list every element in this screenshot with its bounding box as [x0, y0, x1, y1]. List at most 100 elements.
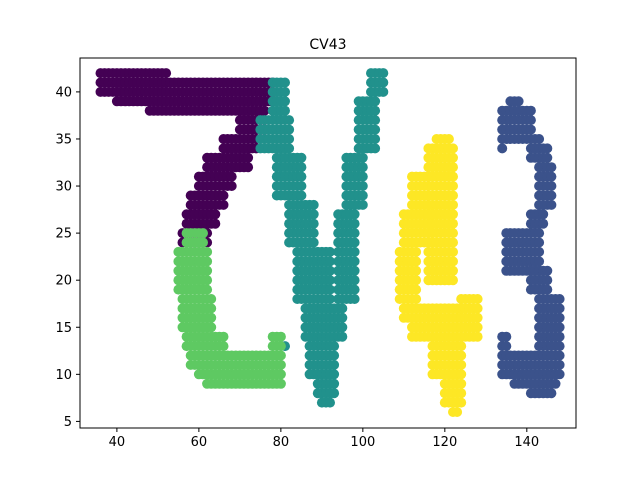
data-point	[259, 105, 270, 116]
data-point	[218, 331, 229, 342]
data-point	[448, 265, 458, 276]
data-point	[554, 341, 565, 352]
data-point	[378, 68, 389, 79]
series-1	[255, 68, 389, 408]
data-point	[472, 312, 483, 323]
data-point	[538, 209, 549, 220]
data-point	[275, 331, 286, 342]
data-point	[411, 284, 422, 295]
y-tick-label: 15	[55, 321, 72, 336]
data-point	[280, 77, 290, 88]
data-point	[357, 190, 368, 201]
data-point	[284, 115, 295, 126]
data-point	[329, 369, 340, 380]
data-point	[370, 143, 381, 154]
data-point	[198, 228, 208, 239]
y-tick-label: 20	[55, 274, 72, 289]
data-point	[275, 359, 286, 370]
series-3	[394, 134, 483, 417]
data-point	[349, 209, 360, 220]
data-point	[546, 162, 557, 173]
data-point	[202, 275, 213, 286]
data-point	[329, 341, 340, 352]
data-point	[329, 359, 340, 370]
data-point	[472, 294, 483, 304]
data-point	[525, 105, 536, 116]
data-point	[538, 218, 549, 229]
x-tick-label: 100	[350, 435, 375, 450]
data-point	[210, 209, 221, 220]
data-point	[542, 284, 553, 295]
data-point	[456, 378, 467, 389]
y-tick-label: 35	[55, 132, 72, 147]
data-point	[554, 312, 565, 323]
data-point	[357, 152, 368, 163]
y-tick-label: 25	[55, 227, 72, 242]
data-point	[448, 143, 458, 154]
data-point	[308, 228, 319, 239]
data-point	[284, 143, 295, 154]
data-point	[370, 96, 381, 107]
data-point	[349, 284, 360, 295]
data-point	[357, 199, 368, 210]
data-point	[337, 331, 348, 342]
data-point	[296, 152, 307, 163]
x-tick-label: 40	[109, 435, 126, 450]
data-point	[554, 350, 565, 361]
data-point	[370, 124, 381, 135]
data-point	[448, 209, 458, 220]
data-point	[546, 388, 557, 399]
data-point	[497, 143, 508, 154]
data-point	[202, 284, 213, 295]
data-point	[349, 294, 360, 304]
data-point	[472, 303, 483, 314]
y-tick-label: 5	[64, 415, 72, 430]
data-point	[448, 171, 458, 182]
series-4	[497, 96, 565, 399]
data-point	[218, 190, 229, 201]
data-point	[554, 359, 565, 370]
data-point	[411, 275, 422, 286]
data-point	[349, 265, 360, 276]
data-point	[448, 162, 458, 173]
data-point	[448, 246, 458, 257]
data-point	[546, 171, 557, 182]
data-point	[329, 388, 340, 399]
data-point	[501, 331, 512, 342]
data-points	[95, 68, 565, 417]
data-point	[411, 256, 422, 267]
data-point	[349, 256, 360, 267]
data-point	[280, 105, 290, 116]
series-2	[173, 228, 286, 389]
y-tick-label: 40	[55, 85, 72, 100]
data-point	[349, 228, 360, 239]
data-point	[546, 199, 557, 210]
data-point	[448, 275, 458, 286]
chart-title: CV43	[309, 37, 346, 53]
data-point	[308, 209, 319, 220]
data-point	[206, 322, 217, 333]
data-point	[534, 228, 545, 239]
data-point	[349, 275, 360, 286]
plot-frame	[79, 57, 577, 429]
data-point	[554, 303, 565, 314]
data-point	[456, 359, 467, 370]
data-point	[337, 303, 348, 314]
data-point	[542, 275, 553, 286]
data-point	[501, 341, 512, 352]
data-point	[296, 181, 307, 191]
data-point	[542, 152, 553, 163]
data-point	[456, 341, 467, 352]
data-point	[284, 134, 295, 144]
data-point	[329, 378, 340, 389]
data-point	[284, 124, 295, 135]
data-point	[448, 152, 458, 163]
data-point	[349, 237, 360, 248]
data-point	[308, 199, 319, 210]
data-point	[554, 322, 565, 333]
data-point	[296, 190, 307, 201]
data-point	[210, 218, 221, 229]
data-point	[325, 275, 335, 286]
x-tick-label: 140	[514, 435, 539, 450]
